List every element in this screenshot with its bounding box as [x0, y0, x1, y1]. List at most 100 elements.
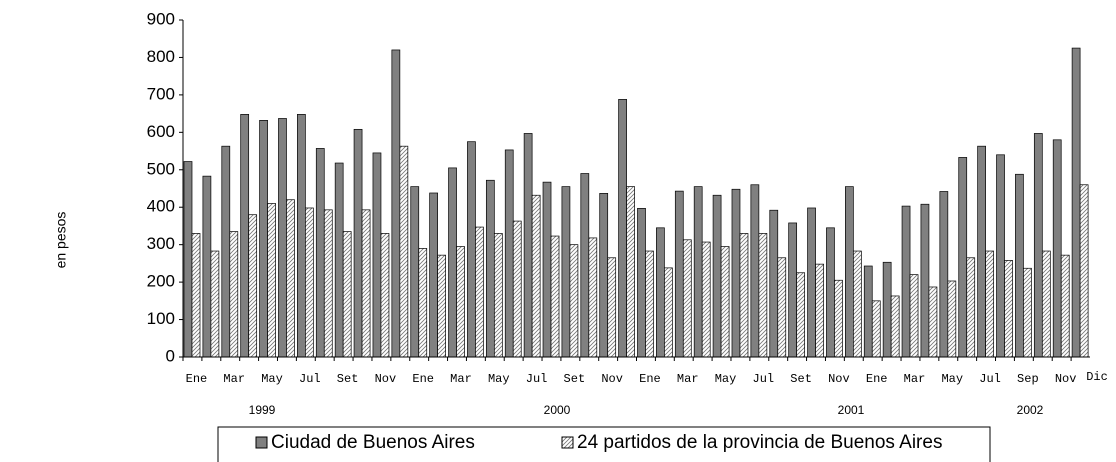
bar — [210, 250, 220, 358]
bar — [334, 162, 344, 358]
bar — [750, 184, 760, 358]
y-tick-label: 600 — [147, 122, 175, 141]
bar — [845, 186, 854, 358]
bar — [512, 220, 522, 358]
bar — [890, 295, 900, 358]
bar — [607, 257, 617, 358]
year-label: 2001 — [838, 403, 865, 417]
bar — [996, 154, 1005, 358]
bar — [769, 209, 779, 358]
bar — [758, 233, 768, 358]
bar — [361, 209, 371, 358]
x-tick-label: May — [715, 372, 737, 386]
bar — [305, 207, 314, 358]
bar — [429, 192, 438, 358]
bar — [1015, 173, 1024, 358]
bar — [561, 186, 571, 358]
x-tick-label: Sep — [1017, 372, 1039, 386]
x-tick-label: Set — [790, 372, 812, 386]
bar — [674, 190, 684, 358]
bar — [467, 141, 476, 358]
x-tick-label: Nov — [375, 372, 397, 386]
bar — [240, 114, 250, 358]
bar — [777, 257, 787, 358]
bar — [531, 194, 541, 358]
bar — [504, 149, 514, 358]
legend-swatch — [561, 436, 574, 449]
bar — [267, 203, 276, 358]
bar — [853, 250, 862, 358]
bar — [342, 231, 352, 358]
bar — [958, 157, 968, 358]
x-tick-label: Nov — [601, 372, 623, 386]
bar — [550, 235, 560, 358]
bar — [656, 227, 665, 358]
bar — [399, 145, 409, 358]
year-label: 1999 — [249, 403, 276, 417]
x-tick-label: Jul — [299, 372, 321, 386]
bar — [229, 231, 239, 358]
bar — [599, 193, 609, 358]
x-tick-label: Mar — [677, 372, 699, 386]
bar — [739, 233, 749, 358]
bar — [380, 233, 390, 358]
bar — [580, 173, 590, 358]
year-label: 2000 — [544, 403, 571, 417]
bar — [523, 133, 533, 358]
bar — [221, 145, 231, 358]
bar — [202, 175, 212, 358]
bar — [456, 246, 465, 358]
y-tick-label: 900 — [147, 9, 175, 28]
y-tick-label: 800 — [147, 47, 175, 66]
x-tick-label: Jul — [753, 372, 775, 386]
x-tick-label: Nov — [1055, 372, 1077, 386]
bar — [863, 265, 873, 358]
y-tick-label: 0 — [166, 346, 175, 365]
bar — [834, 279, 843, 358]
bar — [1052, 139, 1062, 358]
x-tick-label: Mar — [450, 372, 472, 386]
x-tick-label: Set — [564, 372, 586, 386]
legend-label: Ciudad de Buenos Aires — [271, 432, 475, 453]
x-tick-label: May — [261, 372, 283, 386]
bar — [977, 145, 986, 358]
bar — [985, 250, 994, 358]
bar — [259, 120, 268, 358]
bar — [947, 280, 957, 358]
bar — [1033, 133, 1043, 358]
bar — [493, 233, 503, 358]
bar — [248, 214, 258, 358]
bar — [871, 300, 881, 358]
x-tick-label: Ene — [639, 372, 661, 386]
bar — [966, 257, 976, 358]
bar — [297, 114, 306, 358]
bar — [815, 263, 824, 358]
y-tick-label: 300 — [147, 234, 175, 253]
bar — [1071, 47, 1081, 358]
bar — [928, 286, 938, 358]
bar — [618, 99, 627, 358]
x-tick-label: May — [941, 372, 963, 386]
x-tick-label: May — [488, 372, 510, 386]
bar — [796, 272, 806, 358]
bar — [626, 186, 635, 358]
bar — [720, 246, 730, 358]
x-tick-label: Set — [337, 372, 359, 386]
bar — [882, 261, 892, 358]
x-tick-label: Nov — [828, 372, 850, 386]
bar — [645, 250, 654, 358]
bar — [920, 203, 930, 358]
bar — [278, 118, 287, 358]
bar — [788, 222, 798, 358]
x-tick-label: Ene — [186, 372, 208, 386]
y-tick-label: 200 — [147, 272, 175, 291]
x-tick-label: Ene — [866, 372, 888, 386]
bar — [323, 209, 333, 358]
x-tick-label: Jul — [526, 372, 548, 386]
bar — [410, 186, 420, 358]
bar — [1023, 267, 1032, 358]
x-tick-label: Jul — [979, 372, 1001, 386]
y-tick-label: 700 — [147, 84, 175, 103]
bar — [448, 167, 457, 358]
year-label: 2002 — [1017, 403, 1044, 417]
